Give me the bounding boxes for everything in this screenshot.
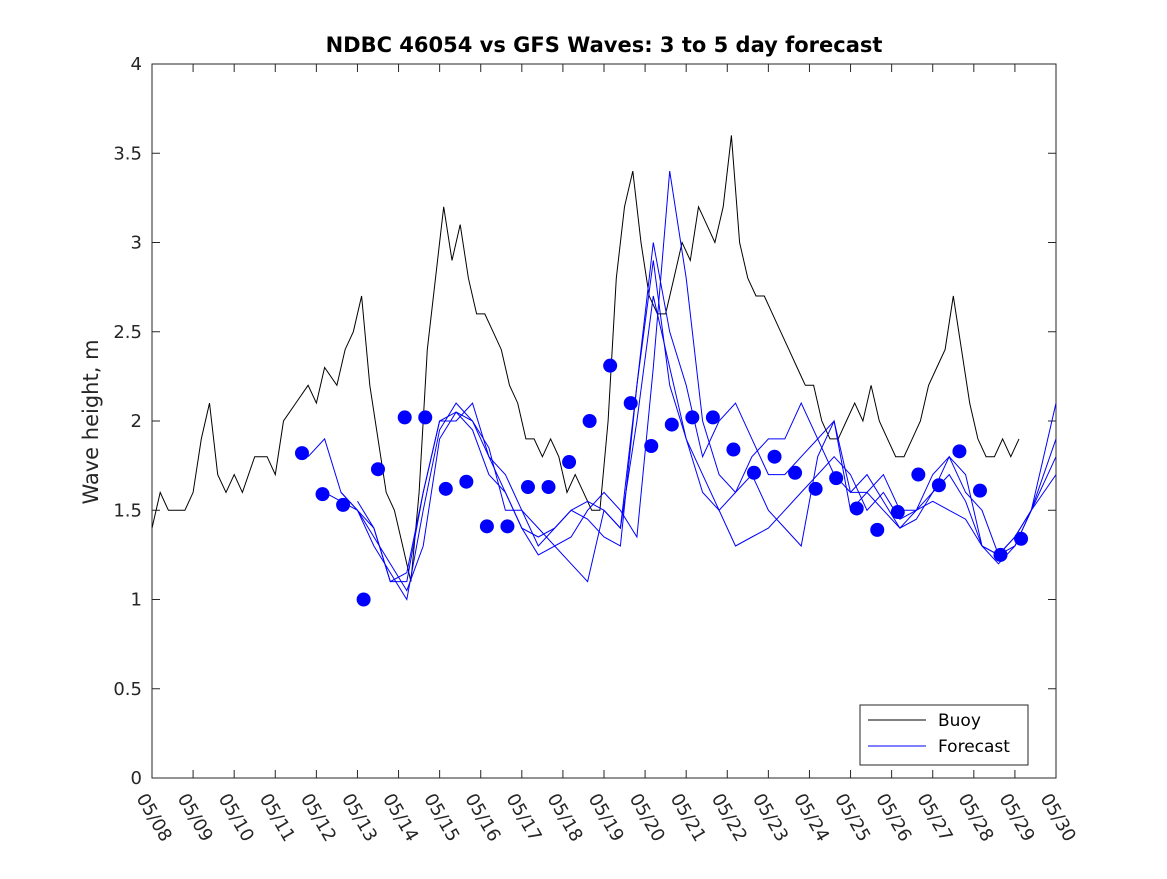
y-tick-label: 2.5 [113,322,142,343]
forecast-point [767,449,782,464]
forecast-line [324,171,1057,592]
y-axis-label: Wave height, m [79,339,103,504]
legend-box [859,704,1029,766]
forecast-point [644,438,659,453]
forecast-point [685,410,700,425]
forecast-line [340,260,1057,601]
forecast-point [788,465,803,480]
forecast-point [808,481,823,496]
y-tick-label: 1.5 [113,500,142,521]
forecast-point [705,410,720,425]
forecast-point [870,522,885,537]
y-tick-label: 3.5 [113,143,142,164]
forecast-point [294,446,309,461]
y-tick-label: 0 [131,768,142,789]
forecast-point [829,471,844,486]
forecast-point [603,358,618,373]
forecast-point [479,519,494,534]
forecast-point [541,480,556,495]
forecast-point [371,462,385,477]
buoy-line [151,135,1020,582]
y-tick-label: 4 [131,54,142,75]
chart-title: NDBC 46054 vs GFS Waves: 3 to 5 day fore… [326,33,883,57]
forecast-point [438,481,453,496]
forecast-point [336,497,351,512]
forecast-point [931,478,946,493]
forecast-point [911,467,926,482]
y-tick-label: 0.5 [113,679,142,700]
legend-forecast-label: Forecast [938,737,1010,757]
forecast-point [418,410,433,425]
forecast-point [623,396,638,411]
forecast-point [562,455,577,470]
forecast-point [356,592,371,607]
y-tick-label: 3 [131,233,142,254]
forecast-point [582,414,597,428]
forecast-point [972,483,987,498]
legend-buoy-label: Buoy [938,711,981,731]
y-tick-label: 2 [131,411,142,432]
forecast-point [520,480,535,495]
forecast-point [890,505,905,520]
forecast-point [397,410,412,425]
legend: Buoy Forecast [859,704,1029,766]
forecast-point [1014,531,1029,546]
forecast-point [315,487,330,502]
forecast-point [746,465,761,480]
forecast-point [993,547,1008,562]
forecast-point [500,519,515,534]
y-tick-label: 1 [131,590,142,611]
forecast-point [726,442,741,457]
forecast-point [849,501,864,516]
forecast-point [459,474,474,489]
forecast-point [664,417,679,432]
forecast-point [952,444,967,459]
forecast-line [357,295,1057,583]
